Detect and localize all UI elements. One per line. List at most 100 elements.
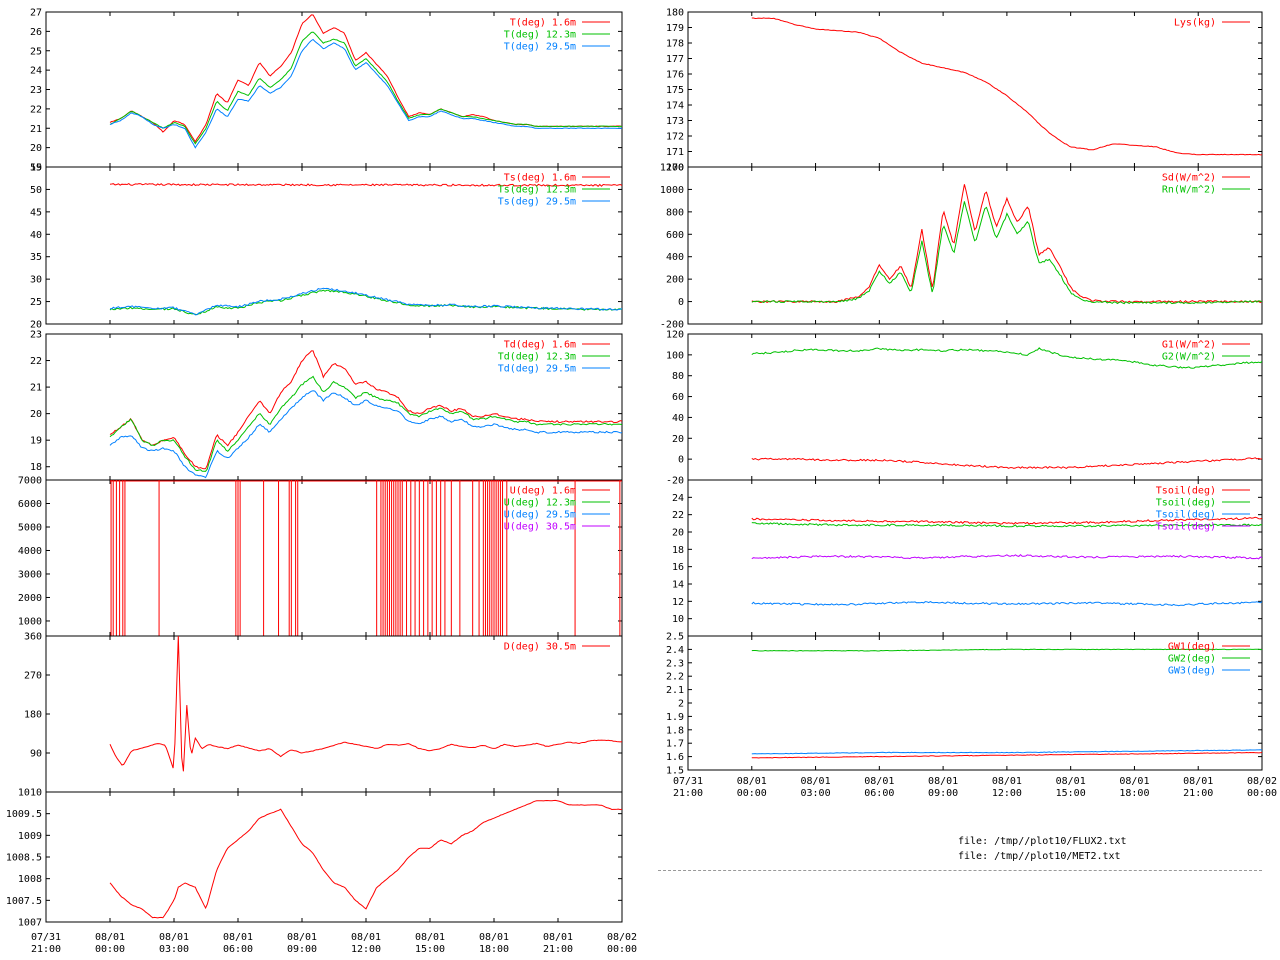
y-tick-label: 16 <box>672 562 684 573</box>
y-tick-label: 172 <box>666 132 684 143</box>
x-tick-date: 08/01 <box>287 932 317 943</box>
y-tick-label: 4000 <box>18 546 42 557</box>
panel-6: 1007 1007.5 1008 1008.5 1009 1009.5 1010 <box>6 788 623 929</box>
y-tick-label: 2 <box>678 699 684 710</box>
y-tick-label: 18 <box>30 462 42 473</box>
series-line-3 <box>109 390 622 479</box>
y-tick-label: 400 <box>666 252 684 263</box>
x-tick-time: 00:00 <box>607 944 637 955</box>
legend-label: T(deg) 1.6m <box>510 18 576 29</box>
series-line-1 <box>751 17 1262 156</box>
y-tick-label: 60 <box>672 392 684 403</box>
series-line-1 <box>109 183 622 187</box>
legend-label: U(deg) 12.3m <box>504 498 576 509</box>
y-tick-label: 0 <box>678 297 684 308</box>
x-tick-time: 09:00 <box>287 944 317 955</box>
x-tick-date: 08/01 <box>864 776 894 787</box>
legend-label: GW3(deg) <box>1168 666 1216 677</box>
x-tick-date: 08/01 <box>737 776 767 787</box>
legend-label: Tsoil(deg) <box>1156 510 1216 521</box>
series-line-1 <box>751 516 1262 525</box>
series-line-3 <box>751 601 1262 607</box>
panel-1: 19 20 21 22 23 24 25 26 27 T(deg) 1.6mT(deg) 12.3… <box>30 8 623 174</box>
y-tick-label: 1008 <box>18 874 42 885</box>
plot-area <box>751 17 1262 156</box>
y-tick-label: 21 <box>30 383 42 394</box>
x-tick-date: 08/01 <box>415 932 445 943</box>
y-tick-label: 1009.5 <box>6 809 42 820</box>
x-tick-date: 08/01 <box>479 932 509 943</box>
x-tick-date: 08/01 <box>928 776 958 787</box>
legend-label: Ts(deg) 29.5m <box>498 197 576 208</box>
legend-label: Tsoil(deg) <box>1156 498 1216 509</box>
x-tick-date: 08/01 <box>351 932 381 943</box>
x-tick-time: 15:00 <box>415 944 445 955</box>
panel-frame <box>687 11 1263 168</box>
x-tick-time: 21:00 <box>1183 788 1213 799</box>
y-tick-label: 360 <box>24 632 42 643</box>
x-tick-time: 06:00 <box>864 788 894 799</box>
x-tick-time: 21:00 <box>31 944 61 955</box>
y-tick-label: 23 <box>30 330 42 341</box>
series-line-1 <box>751 457 1262 469</box>
x-tick-date: 07/31 <box>673 776 703 787</box>
plot-area <box>751 648 1262 759</box>
y-tick-label: 1.6 <box>666 752 684 763</box>
y-tick-label: 80 <box>672 371 684 382</box>
y-tick-label: 7000 <box>18 476 42 487</box>
y-tick-label: 1.7 <box>666 739 684 750</box>
x-tick-date: 08/01 <box>159 932 189 943</box>
legend-label: U(deg) 1.6m <box>510 486 576 497</box>
legend-label: T(deg) 29.5m <box>504 42 576 53</box>
series-line-2 <box>109 375 622 472</box>
y-tick-label: 20 <box>30 320 42 331</box>
y-tick-label: 100 <box>666 350 684 361</box>
y-tick-label: 25 <box>30 46 42 57</box>
x-tick-time: 21:00 <box>543 944 573 955</box>
y-tick-label: 2.3 <box>666 658 684 669</box>
panel-5: 90 180 270 360 D(deg) 30.5m <box>24 632 623 793</box>
series-line-2 <box>751 201 1262 305</box>
y-tick-label: 600 <box>666 230 684 241</box>
plot-area <box>110 480 622 636</box>
y-tick-label: 173 <box>666 116 684 127</box>
y-tick-label: 10 <box>672 614 684 625</box>
y-tick-label: 18 <box>672 545 684 556</box>
x-tick-time: 00:00 <box>1247 788 1277 799</box>
x-tick-time: 12:00 <box>351 944 381 955</box>
legend-label: G2(W/m^2) <box>1162 352 1216 363</box>
y-tick-label: 5000 <box>18 522 42 533</box>
legend-label: GW2(deg) <box>1168 654 1216 665</box>
series-line-2 <box>751 522 1262 528</box>
series-line-1 <box>109 799 622 919</box>
y-tick-label: 50 <box>30 185 42 196</box>
plot-area <box>109 636 622 772</box>
panel-7: 170 171 172 173 174 175 176 177 178 179 180 Lys(kg) <box>666 8 1263 174</box>
y-tick-label: 180 <box>24 710 42 721</box>
x-tick-date: 08/01 <box>1119 776 1149 787</box>
y-tick-label: -200 <box>660 320 684 331</box>
y-tick-label: 180 <box>666 8 684 19</box>
panel-11: 1.51.61.71.81.922.12.22.32.42.5GW1(deg)G… <box>666 632 1263 777</box>
x-tick-date: 08/01 <box>543 932 573 943</box>
file-path-2: file: /tmp//plot10/MET2.txt <box>958 851 1121 862</box>
legend-label: Rn(W/m^2) <box>1162 185 1216 196</box>
y-tick-label: 200 <box>666 275 684 286</box>
legend-label: Td(deg) 1.6m <box>504 340 576 351</box>
legend-label: Lys(kg) <box>1174 18 1216 29</box>
legend-label: U(deg) 30.5m <box>504 522 576 533</box>
y-tick-label: 25 <box>30 297 42 308</box>
panel-frame <box>45 635 623 793</box>
y-tick-label: 270 <box>24 671 42 682</box>
y-tick-label: 22 <box>30 356 42 367</box>
y-tick-label: 26 <box>30 27 42 38</box>
y-tick-label: 2.5 <box>666 632 684 643</box>
y-tick-label: 1.9 <box>666 712 684 723</box>
y-tick-label: 23 <box>30 85 42 96</box>
panel-10: 1012141618202224Tsoil(deg)Tsoil(deg)Tsoi… <box>672 479 1263 637</box>
legend-label: U(deg) 29.5m <box>504 510 576 521</box>
y-tick-label: 20 <box>30 143 42 154</box>
y-tick-label: 1000 <box>18 616 42 627</box>
x-tick-time: 15:00 <box>1056 788 1086 799</box>
